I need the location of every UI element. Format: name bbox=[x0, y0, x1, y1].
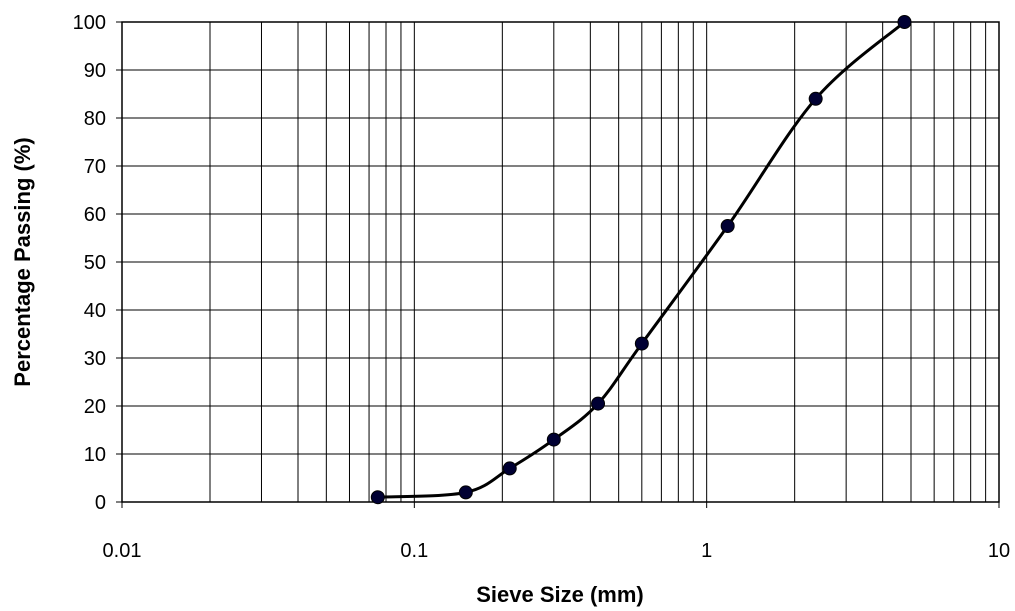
y-tick-label: 90 bbox=[84, 60, 106, 82]
data-point bbox=[897, 15, 912, 29]
data-points bbox=[370, 15, 912, 505]
x-tick-label: 0.01 bbox=[103, 540, 142, 562]
data-point bbox=[458, 485, 473, 500]
x-tick-label: 0.1 bbox=[400, 540, 428, 562]
y-tick-label: 10 bbox=[84, 444, 106, 466]
y-axis-title: Percentage Passing (%) bbox=[10, 137, 35, 386]
y-axis-ticks: 0 10 20 30 40 50 60 70 80 90 100 bbox=[73, 12, 122, 514]
data-point bbox=[546, 432, 561, 447]
y-tick-label: 30 bbox=[84, 348, 106, 370]
y-tick-label: 20 bbox=[84, 396, 106, 418]
data-point bbox=[634, 336, 649, 351]
y-tick-label: 80 bbox=[84, 108, 106, 130]
data-point bbox=[720, 219, 735, 233]
x-tick-label: 1 bbox=[701, 540, 712, 562]
x-tick-label: 10 bbox=[988, 540, 1010, 562]
y-tick-label: 100 bbox=[73, 12, 106, 34]
y-tick-label: 0 bbox=[95, 492, 106, 514]
chart-grid bbox=[121, 21, 1000, 503]
y-tick-label: 50 bbox=[84, 252, 106, 274]
y-tick-label: 40 bbox=[84, 300, 106, 322]
series-line bbox=[376, 20, 906, 499]
data-point bbox=[591, 396, 606, 411]
x-axis-title: Sieve Size (mm) bbox=[476, 582, 644, 607]
y-tick-label: 70 bbox=[84, 156, 106, 178]
data-point bbox=[808, 91, 823, 106]
y-tick-label: 60 bbox=[84, 204, 106, 226]
x-axis-ticks: 0.01 0.1 1 10 bbox=[103, 502, 1010, 562]
data-point bbox=[370, 490, 385, 505]
data-point bbox=[502, 461, 517, 476]
